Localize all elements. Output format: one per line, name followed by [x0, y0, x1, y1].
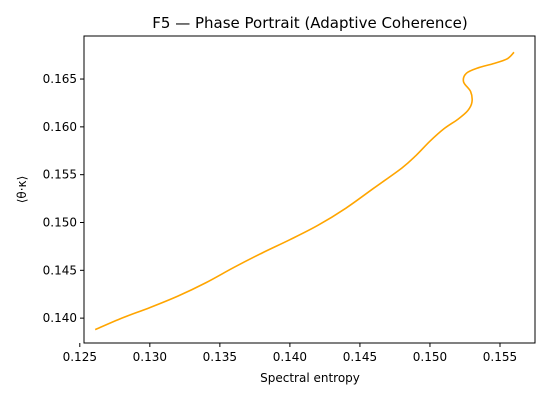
y-tick-label: 0.160	[43, 120, 77, 134]
plot-area	[94, 51, 515, 331]
x-axis-label: Spectral entropy	[260, 371, 360, 385]
y-tick-label: 0.155	[43, 168, 77, 182]
y-axis: 0.140 0.145 0.150 0.155 0.160 0.165	[43, 72, 84, 325]
y-tick-label: 0.165	[43, 72, 77, 86]
chart-title: F5 — Phase Portrait (Adaptive Coherence)	[152, 14, 467, 32]
x-tick-label: 0.140	[273, 350, 307, 364]
y-axis-label: ⟨θ·κ⟩	[15, 176, 29, 204]
x-tick-label: 0.150	[413, 350, 447, 364]
series-line	[94, 51, 515, 331]
x-tick-label: 0.125	[63, 350, 97, 364]
y-tick-label: 0.145	[43, 263, 77, 277]
x-tick-label: 0.145	[343, 350, 377, 364]
x-tick-label: 0.155	[483, 350, 517, 364]
x-axis: 0.125 0.130 0.135 0.140 0.145 0.150 0.155	[63, 343, 517, 364]
x-tick-label: 0.135	[203, 350, 237, 364]
x-tick-label: 0.130	[133, 350, 167, 364]
y-tick-label: 0.140	[43, 311, 77, 325]
plot-frame	[83, 35, 536, 344]
y-tick-label: 0.150	[43, 215, 77, 229]
